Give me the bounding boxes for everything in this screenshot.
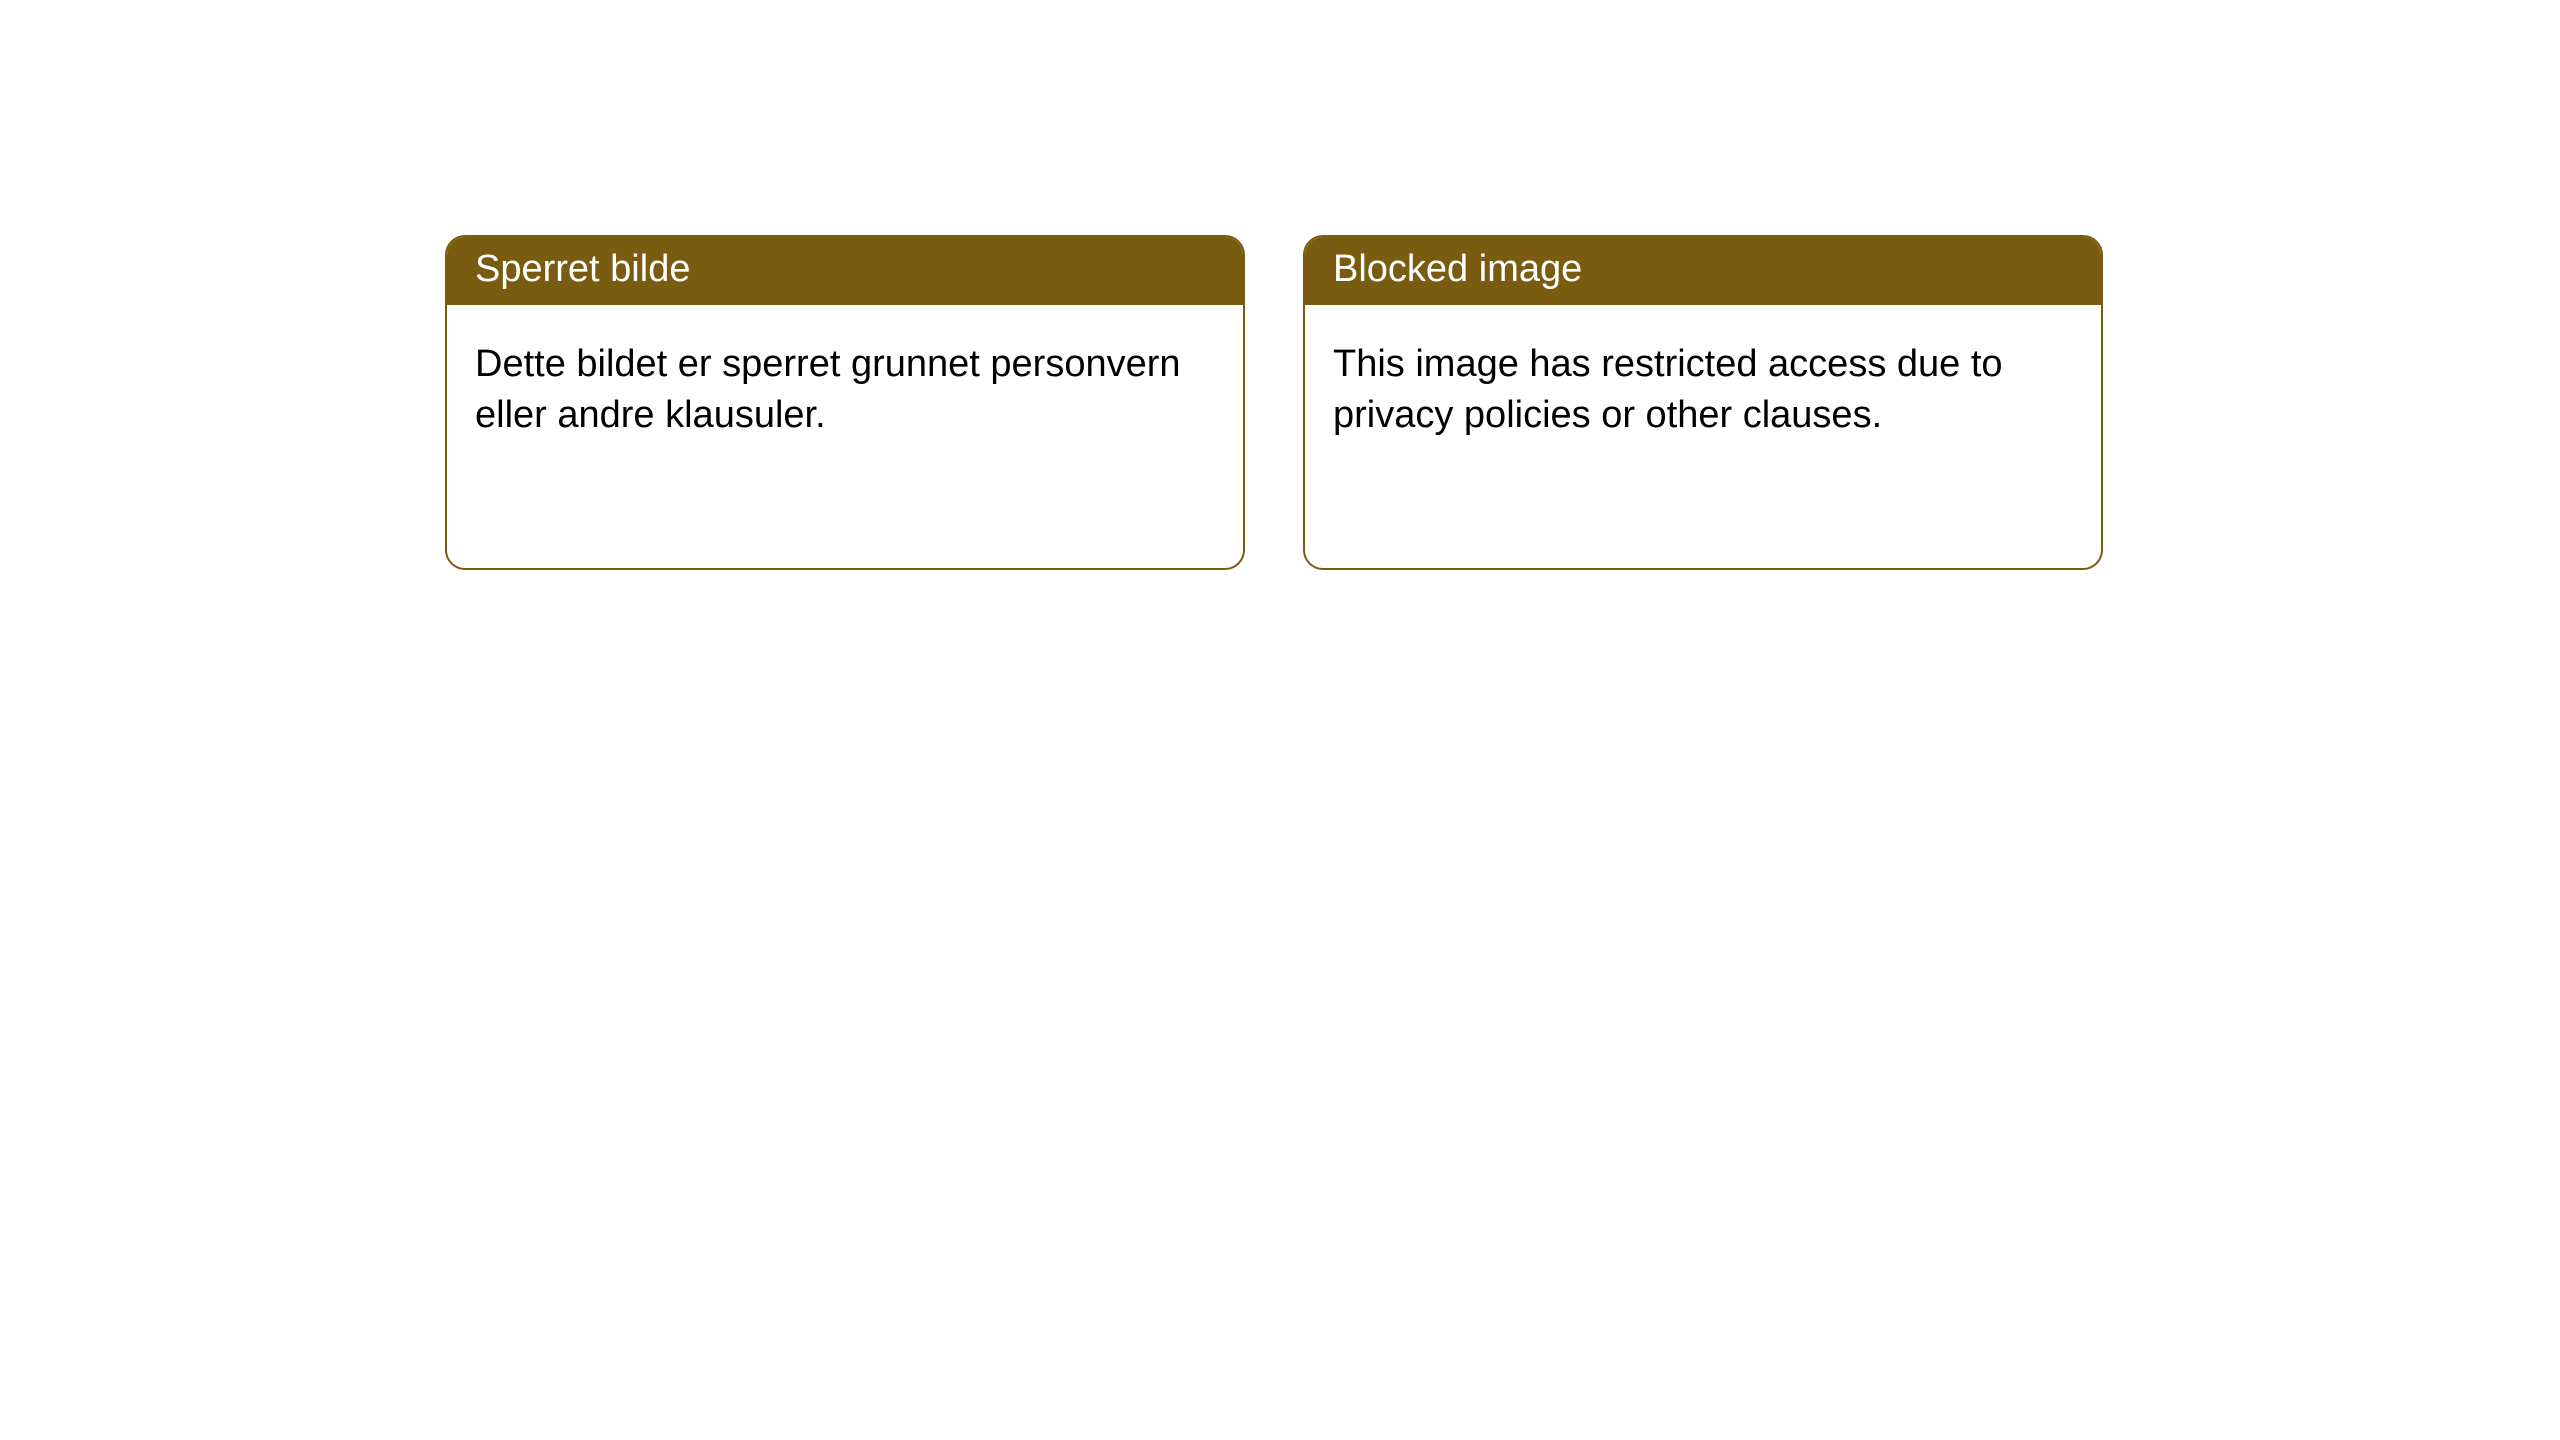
notice-card-english: Blocked image This image has restricted … [1303,235,2103,570]
notice-body: This image has restricted access due to … [1305,305,2101,476]
notice-header: Sperret bilde [447,237,1243,305]
notice-header: Blocked image [1305,237,2101,305]
notice-body: Dette bildet er sperret grunnet personve… [447,305,1243,476]
notice-container: Sperret bilde Dette bildet er sperret gr… [445,235,2103,570]
notice-card-norwegian: Sperret bilde Dette bildet er sperret gr… [445,235,1245,570]
